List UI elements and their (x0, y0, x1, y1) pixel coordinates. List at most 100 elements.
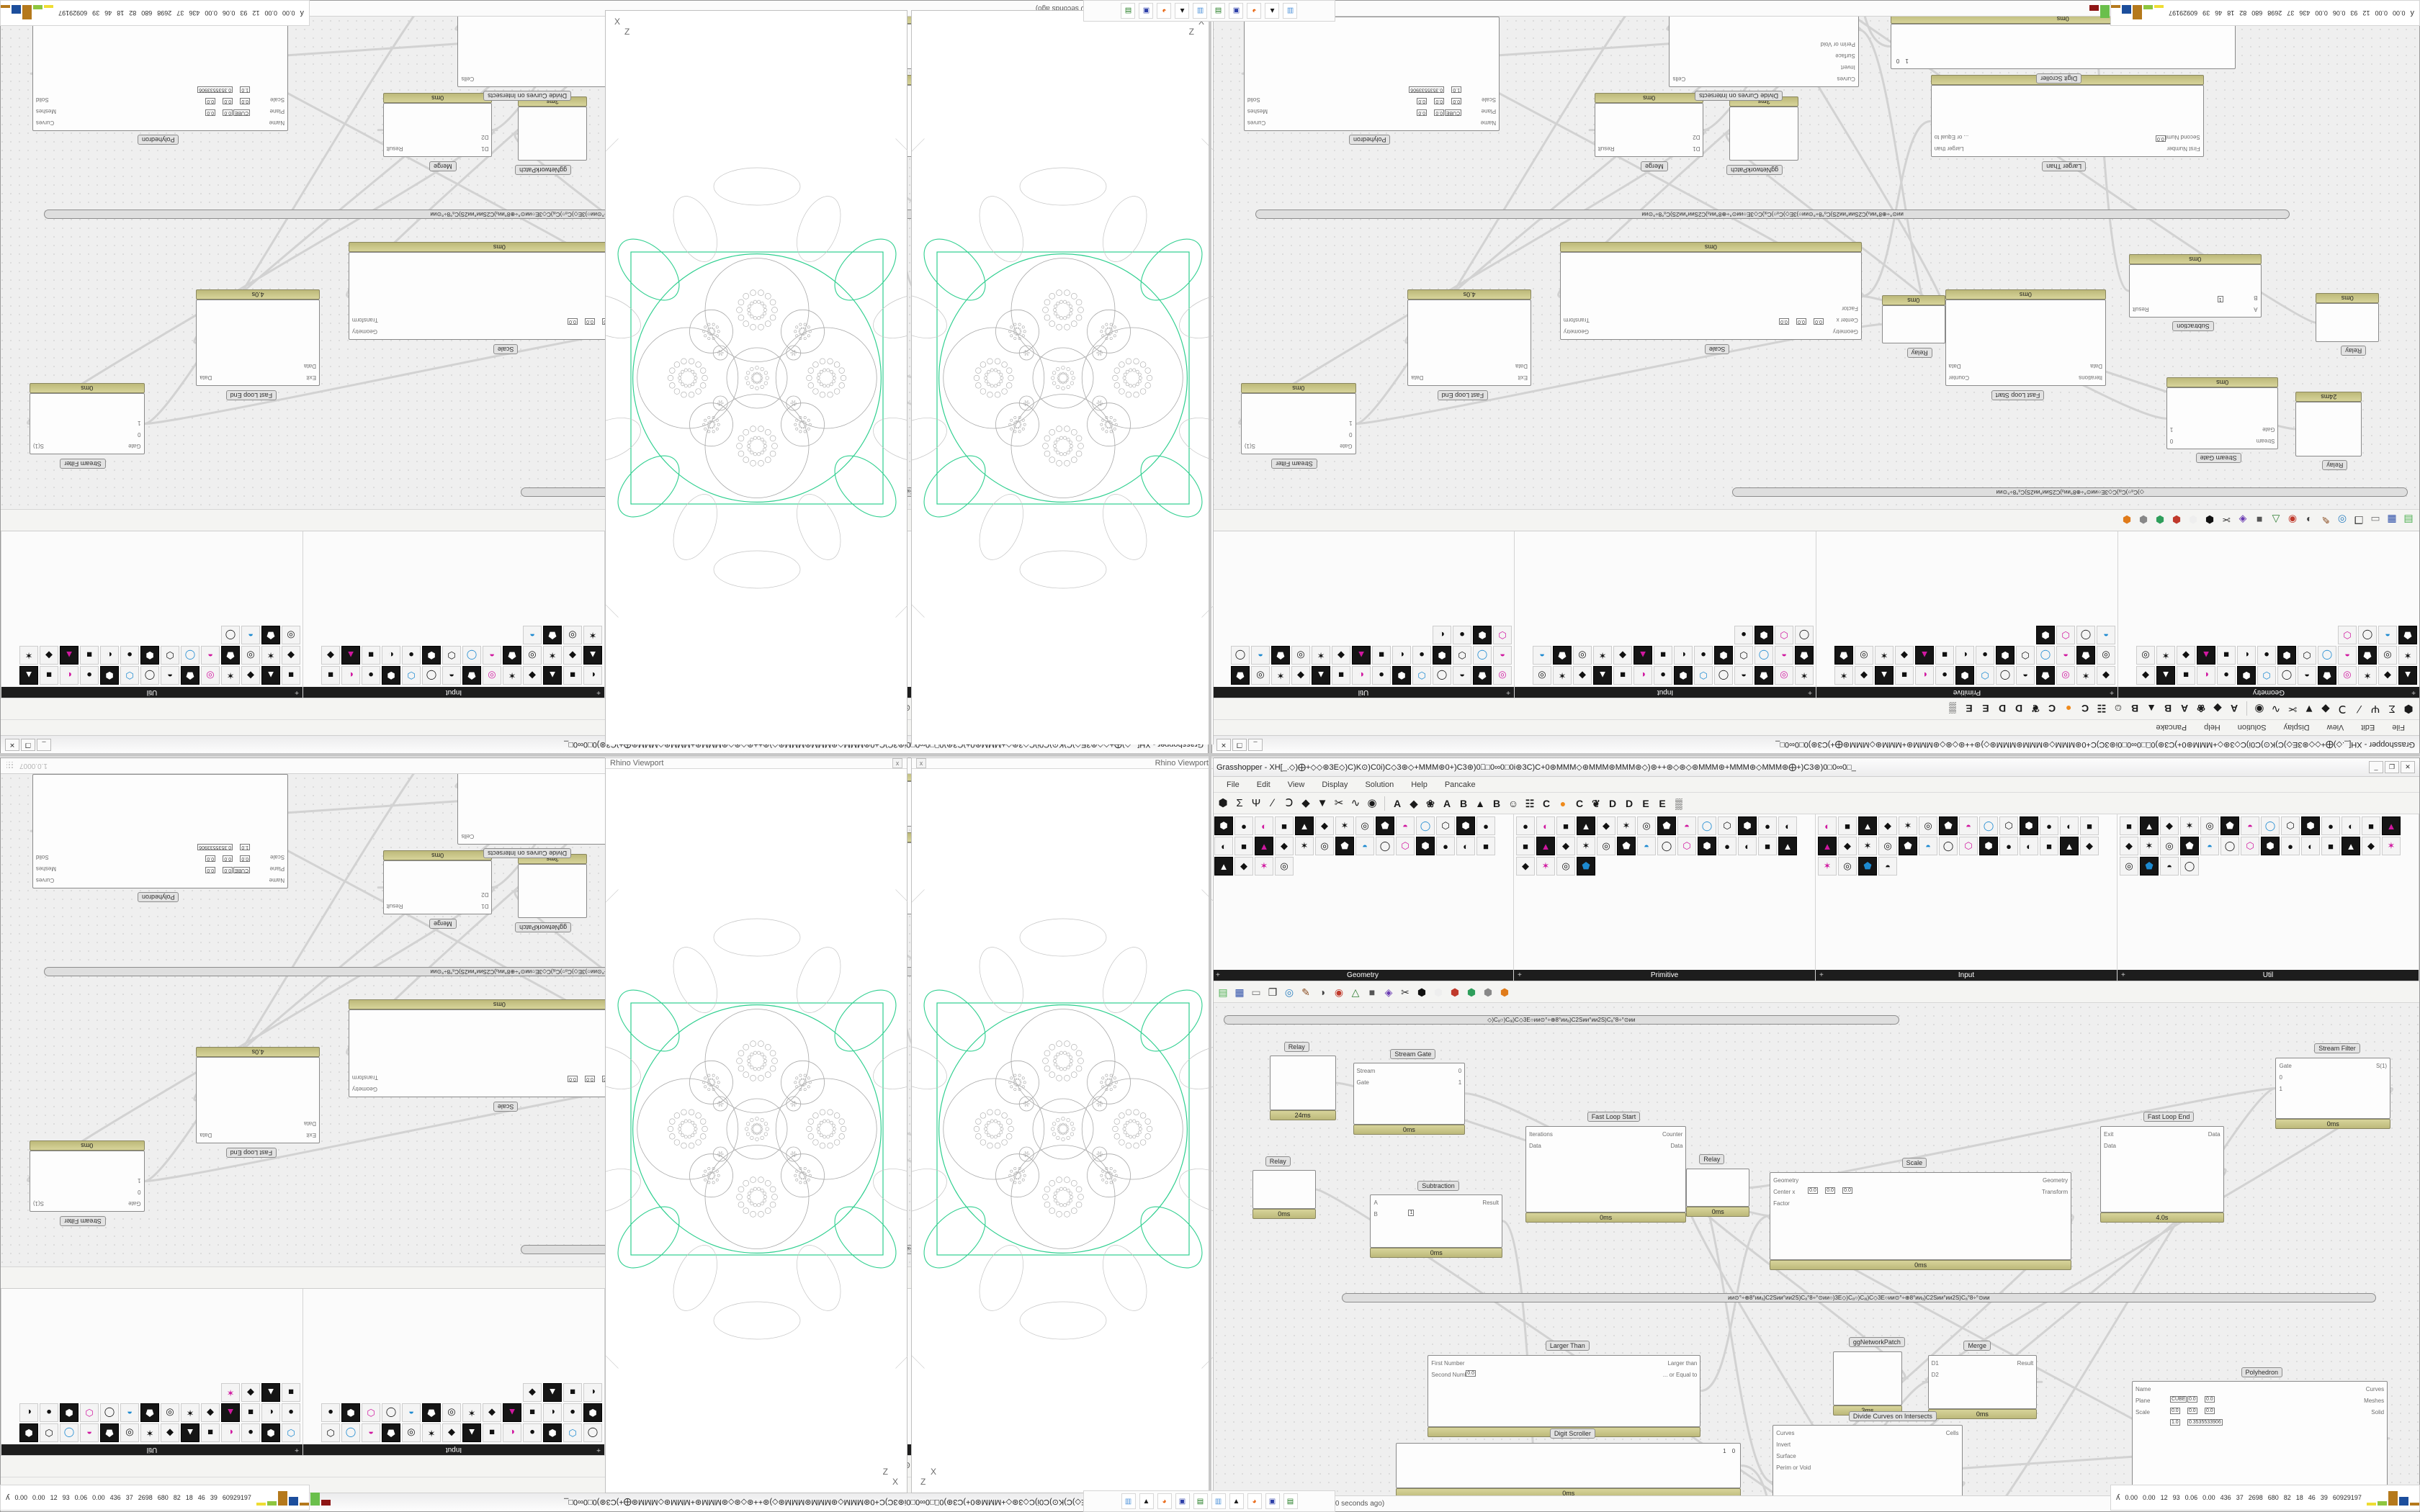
palette-icon-4-16[interactable]: ⬟ (2358, 646, 2377, 665)
scissors-icon[interactable]: ✂ (2287, 703, 2298, 716)
component-value[interactable]: 0.0 (223, 109, 233, 116)
palette-tab-primitive-4[interactable]: Primitive (1514, 970, 1815, 981)
palette-icon-5-4[interactable]: ◓ (2016, 666, 2035, 685)
palette-icon-13-16[interactable]: ◆ (1556, 837, 1575, 855)
palette-icon-7-27[interactable]: ◯ (1231, 646, 1250, 665)
palette-icon-12-8[interactable]: ⬟ (1376, 816, 1394, 835)
component-label[interactable]: ggNetworkPatch (1848, 1337, 1905, 1348)
palette-icon-7-25[interactable]: ⬟ (1271, 646, 1290, 665)
palette-icon-5-1[interactable]: ✶ (2076, 666, 2095, 685)
palette-icon-7-4[interactable]: ⬡ (1412, 666, 1431, 685)
gh-component[interactable]: 1 0 (1396, 1442, 1742, 1489)
palette-icon-4-25[interactable]: ◆ (2177, 646, 2195, 665)
toolbar2-icon-8[interactable]: △ (2272, 514, 2280, 526)
gh-component[interactable] (518, 106, 588, 161)
toolbar2-icon-1[interactable]: ▦ (1234, 986, 1245, 998)
hexagon-solid-icon[interactable]: ⬢ (2403, 703, 2414, 716)
palette-icon-3-17[interactable]: ⬟ (221, 646, 240, 665)
toolbar2-icon-5[interactable]: ✎ (2321, 514, 2330, 526)
palette-tab-input-4[interactable]: Input (1816, 970, 2117, 981)
input-port[interactable]: Gate (2279, 1062, 2292, 1069)
cone-icon[interactable]: ▼ (2303, 703, 2315, 716)
palette-icon-5-14[interactable]: ◎ (2097, 646, 2115, 665)
palette-icon-4-27[interactable]: ◎ (2136, 646, 2155, 665)
palette-icon-7-13[interactable]: ⬟ (1231, 666, 1250, 685)
palette-icon-12-4[interactable]: ▲ (1295, 816, 1314, 835)
palette-icon-13-27[interactable]: ▲ (1778, 837, 1797, 855)
cluster-title-bar-1[interactable]: ии⊙°÷⊕8°ииₐ)C2Sии°ии2S)Cₐ°8÷°⊙ии○)3E◇)Cₐ… (1341, 1293, 2377, 1303)
palette-icon-7-7[interactable]: ◐ (1352, 666, 1371, 685)
component-label[interactable]: Merge (429, 161, 457, 171)
palette-icon-6-13[interactable]: ◎ (1533, 666, 1551, 685)
palette-icon-6-12[interactable]: ✶ (1553, 666, 1572, 685)
palette-icon-2-16[interactable]: ✶ (543, 646, 562, 665)
output-port[interactable]: Transform (1563, 317, 1590, 324)
palette-icon-13-19[interactable]: ⬟ (1617, 837, 1636, 855)
component-label[interactable]: Stream Gate (1390, 1048, 1436, 1059)
palette-icon-4-20[interactable]: ⬢ (2277, 646, 2296, 665)
palette-icon-14-18[interactable]: ⬟ (1899, 837, 1917, 855)
palette-icon-11-13[interactable]: ⬢ (19, 1423, 38, 1442)
palette-tab-input-2[interactable]: Input (1515, 687, 1816, 698)
input-port[interactable]: D1 (481, 903, 489, 910)
psi-icon[interactable]: Ψ (2370, 703, 2380, 716)
spiral-icon[interactable]: Ↄ (1285, 796, 1294, 809)
input-port[interactable]: Perim or Void (1776, 1464, 1811, 1472)
palette-icon-4-19[interactable]: ⬡ (2298, 646, 2316, 665)
input-port[interactable]: Surface (1776, 1453, 1796, 1460)
input-port[interactable]: D1 (481, 145, 489, 153)
toolbar2-icon-8[interactable]: △ (1351, 986, 1360, 998)
menu-help-2[interactable]: Help (2204, 723, 2220, 732)
palette-icon-5-5[interactable]: ◯ (1996, 666, 2015, 685)
palette-body-util[interactable]: ■ ▲ ◆ ✶ ◎ ⬟ ◓ ◯ ⬡ ⬢ ● ◐ ■ ▲ ◆ ✶ ◎ ⬟ ◓ ◯ ⬡ ⬢ ● ◐ ■ ▲ ◆ ✶ ◎ ⬟ ◓ ◯ (1, 531, 302, 687)
maximize-button-2[interactable]: ❐ (1232, 739, 1247, 751)
palette-icon-5-6[interactable]: ⬡ (1976, 666, 1994, 685)
palette-icon-2-25[interactable]: ■ (362, 646, 380, 665)
component-value[interactable]: 1.0 (1451, 86, 1462, 93)
output-port[interactable]: Curves (35, 876, 55, 883)
component-label[interactable]: Stream Filter (60, 458, 106, 469)
palette-icon-7-29[interactable]: ⬢ (1473, 626, 1492, 644)
palette-icon-11-1[interactable]: ⬢ (261, 1423, 280, 1442)
palette-icon-5-0[interactable]: ◆ (2097, 666, 2115, 685)
input-port[interactable]: Perim or Void (1820, 40, 1855, 48)
palette-icon-7-0[interactable]: ◎ (1493, 666, 1512, 685)
rhino-tab-br[interactable]: x Rhino Viewport (912, 758, 1213, 769)
palette-icon-15-11[interactable]: ◐ (2341, 816, 2360, 835)
palette-icon-2-14[interactable]: ▲ (583, 646, 602, 665)
output-port[interactable]: Curves (1247, 119, 1266, 126)
input-port[interactable]: Center x (1773, 1188, 1796, 1195)
component-label[interactable]: Stream Filter (60, 1215, 106, 1226)
palette-icon-14-26[interactable]: ▲ (2060, 837, 2079, 855)
component-label[interactable]: Relay (1699, 1154, 1725, 1165)
firefox-icon[interactable]: ◕ (1247, 1493, 1262, 1509)
palette-icon-6-14[interactable]: ⬟ (1795, 646, 1814, 665)
palette-icon-6-4[interactable]: ◯ (1714, 666, 1733, 685)
palette-icon-4-14[interactable]: ✶ (2398, 646, 2417, 665)
palette-tab-geometry-2[interactable]: Geometry (2118, 687, 2419, 698)
output-port[interactable]: Transform (351, 317, 379, 324)
gh-component[interactable]: D1 D2 Result (1594, 102, 1704, 158)
palette-icon-11-20[interactable]: ◎ (161, 1403, 179, 1422)
palette-icon-3-12[interactable]: ■ (40, 666, 58, 685)
input-port[interactable]: Invert (1776, 1441, 1791, 1449)
palette-icon-12-1[interactable]: ● (1234, 816, 1253, 835)
palette-icon-2-31[interactable]: ◓ (523, 626, 542, 644)
toolbar2-icon-7[interactable]: ◉ (2287, 514, 2298, 526)
palette-icon-7-11[interactable]: ✶ (1271, 666, 1290, 685)
ribbon-icon-7[interactable]: ☺ (1507, 797, 1519, 809)
calculator-icon[interactable]: ▤ (1121, 3, 1136, 19)
eye-icon[interactable]: ◉ (2254, 703, 2264, 716)
palette-icon-3-2[interactable]: ◆ (241, 666, 260, 685)
palette-group-input[interactable]: Input ◐■▲◆✶◎⬟◓◯⬡⬢●◐■▲◆✶◎⬟◓◯⬡⬢●◐■▲◆✶◎⬟◓ (302, 531, 604, 698)
scissors-icon[interactable]: ✂ (1334, 796, 1344, 809)
output-port[interactable]: S(1) (32, 443, 45, 450)
palette-icon-10-17[interactable]: ■ (523, 1403, 542, 1422)
palette-group-geometry-4[interactable]: ⬢●◐■▲◆✶◎⬟◓◯⬡⬢●◐■▲◆✶◎⬟◓◯⬡⬢●◐■▲◆✶◎ Geometr… (1212, 814, 1514, 981)
palette-icon-5-12[interactable]: ◆ (1855, 666, 1873, 685)
palette-icon-2-13[interactable]: ■ (321, 666, 340, 685)
palette-icon-12-14[interactable]: ◐ (1214, 837, 1233, 855)
input-port[interactable]: 1 (138, 420, 141, 427)
component-value[interactable]: 0.3535533906 (2187, 1419, 2223, 1426)
map-icon[interactable]: ▲ (1229, 1493, 1244, 1509)
